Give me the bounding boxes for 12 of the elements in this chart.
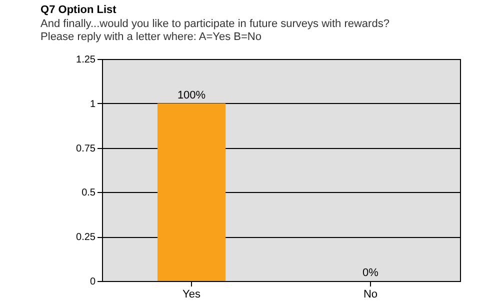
x-tick-label: Yes — [182, 288, 201, 300]
y-tick-label: 0.5 — [82, 188, 96, 199]
y-tick-label: 1 — [90, 98, 96, 110]
y-tick-label: 0.25 — [76, 232, 96, 244]
chart-subtitle: And finally...would you like to participate in future surveys with rewards? Please reply with a letter where: A=Yes B=No — [40, 18, 390, 43]
data-label: 0% — [362, 267, 379, 279]
y-tick-label: 1.25 — [76, 54, 96, 66]
y-tick-label: 0 — [90, 276, 96, 288]
x-tick-label: No — [363, 288, 378, 300]
y-tick-label: 0.75 — [76, 143, 96, 154]
chart-title: Q7 Option List — [40, 4, 117, 16]
data-label: 100% — [177, 89, 206, 102]
